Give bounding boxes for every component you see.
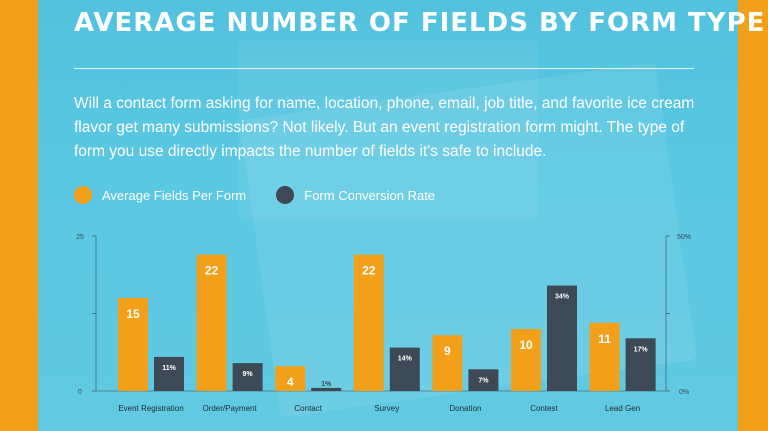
bar-fields	[432, 335, 463, 391]
title-divider	[74, 68, 694, 69]
bar-value-label-conversion: 11%	[162, 365, 176, 372]
legend-item-fields: Average Fields Per Form	[74, 186, 246, 204]
right-tick-label: 50%	[677, 234, 691, 241]
bar-value-label-conversion: 34%	[555, 294, 570, 301]
legend-label-conversion: Form Conversion Rate	[304, 187, 436, 203]
legend-label-fields: Average Fields Per Form	[102, 187, 247, 203]
category-label: Contest	[530, 404, 558, 413]
bar-value-label-fields: 4	[287, 375, 294, 389]
bar-chart: 0 25 0% 50% 15 11% Event Registration 22 9% Order…	[76, 234, 691, 413]
category-label: Order/Payment	[202, 404, 257, 413]
bar-value-label-fields: 9	[444, 344, 451, 358]
category-label: Survey	[374, 404, 399, 413]
bar-value-label-fields: 22	[362, 264, 376, 278]
bar-value-label-fields: 15	[126, 307, 140, 321]
bar-value-label-fields: 22	[205, 264, 219, 278]
bar-fields	[275, 366, 306, 391]
chart-legend: Average Fields Per Form Form Conversion …	[74, 183, 465, 207]
bar-fields	[353, 254, 384, 391]
legend-item-conversion: Form Conversion Rate	[276, 186, 435, 204]
category-label: Contact	[294, 404, 322, 413]
right-tick-label: 0%	[679, 389, 689, 396]
bar-conversion	[625, 338, 656, 391]
bar-value-label-conversion: 9%	[243, 371, 254, 378]
bar-fields	[589, 322, 620, 391]
bar-conversion	[232, 363, 263, 391]
left-tick-label: 0	[78, 389, 82, 396]
left-tick-label: 25	[76, 234, 84, 241]
legend-swatch-fields	[74, 186, 92, 204]
bar-value-label-conversion: 1%	[321, 381, 332, 388]
bar-fields	[118, 298, 148, 391]
bar-conversion	[154, 356, 184, 391]
bar-value-label-conversion: 17%	[634, 346, 649, 353]
bar-value-label-fields: 11	[598, 332, 611, 346]
intro-paragraph: Will a contact form asking for name, loc…	[74, 95, 695, 160]
category-label: Event Registration	[118, 404, 183, 413]
bar-value-label-conversion: 14%	[398, 356, 413, 363]
bar-conversion	[468, 369, 499, 391]
bar-fields	[196, 254, 227, 391]
bar-conversion	[311, 387, 342, 391]
bar-conversion	[389, 347, 420, 391]
legend-swatch-conversion	[276, 186, 295, 204]
page-title: AVERAGE NUMBER OF FIELDS BY FORM TYPE	[74, 8, 766, 38]
bar-conversion	[547, 285, 577, 391]
bar-value-label-fields: 10	[519, 338, 533, 352]
category-label: Donation	[449, 404, 481, 413]
bar-value-label-conversion: 7%	[478, 377, 489, 384]
category-label: Lead Gen	[605, 404, 640, 413]
bar-fields	[511, 329, 541, 391]
